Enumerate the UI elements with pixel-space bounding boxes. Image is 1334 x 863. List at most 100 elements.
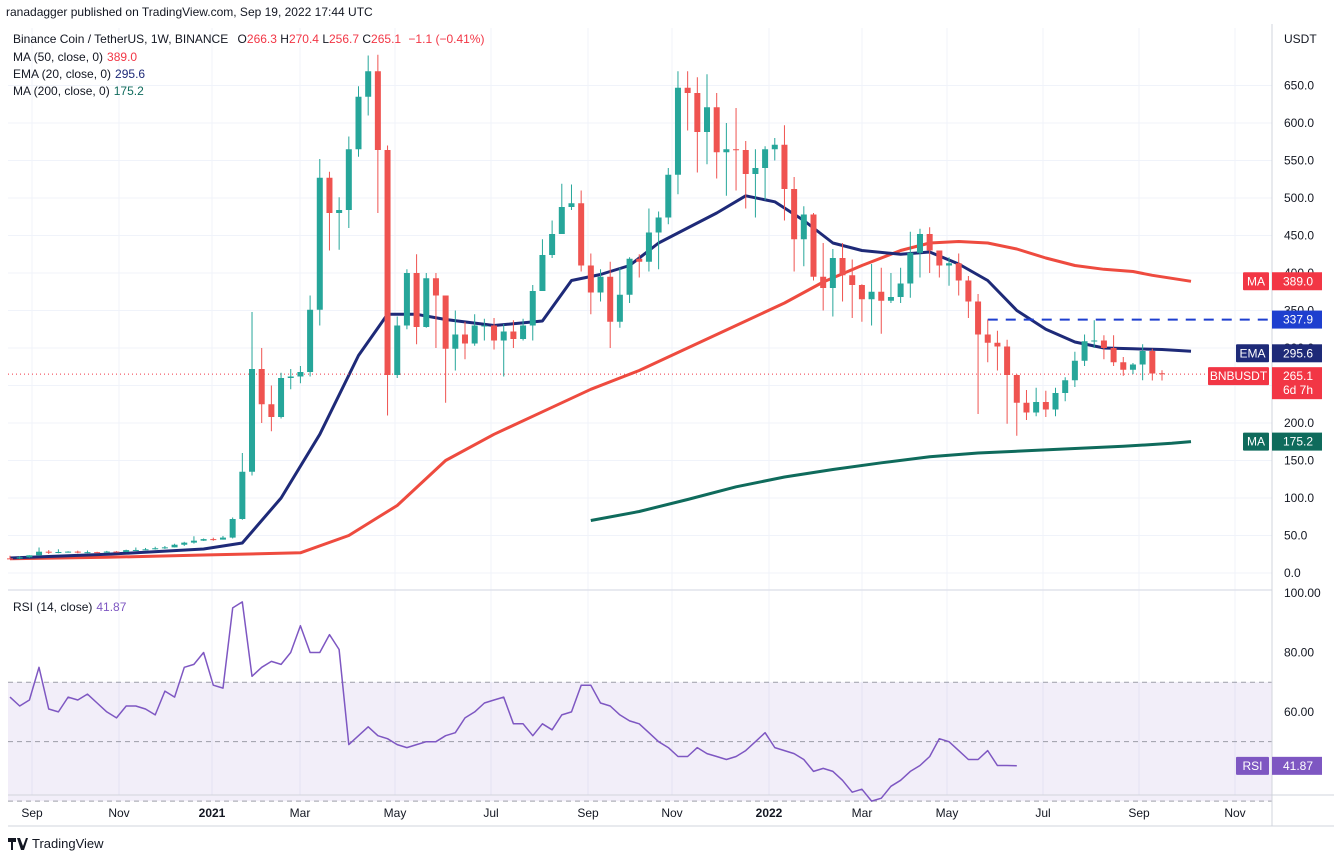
ma200-label: MA (200, close, 0) bbox=[13, 84, 110, 98]
resistance-price-tag-value-bg bbox=[1272, 310, 1322, 329]
ma200-line bbox=[590, 440, 1192, 522]
candle-body bbox=[113, 551, 120, 553]
candle-body bbox=[626, 258, 633, 295]
ma200-value: 175.2 bbox=[113, 84, 144, 98]
candle-body bbox=[6, 558, 14, 560]
price-tick-label: 0.0 bbox=[1284, 566, 1301, 580]
candle-body bbox=[481, 325, 488, 327]
candle-body bbox=[723, 149, 730, 153]
candle-body bbox=[45, 551, 52, 553]
candle-body bbox=[858, 285, 865, 300]
candle-body bbox=[1129, 364, 1136, 370]
rsi-value: 41.87 bbox=[96, 600, 127, 614]
ma200-price-tag: MA 175.2 bbox=[1243, 432, 1322, 451]
ema20-price-tag-value: 295.6 bbox=[1283, 346, 1313, 360]
ma50-price-tag-tag-bg bbox=[1243, 272, 1269, 291]
rsi-tick-label: 60.00 bbox=[1284, 705, 1314, 719]
candle-body bbox=[849, 275, 856, 285]
time-tick-label: Nov bbox=[1224, 806, 1245, 820]
candle-body bbox=[1042, 402, 1049, 410]
last-price-tag-tag-label: BNBUSDT bbox=[1210, 369, 1268, 383]
time-tick-label: 2021 bbox=[199, 806, 226, 820]
high-label: H bbox=[280, 32, 289, 46]
candle-body bbox=[645, 232, 652, 262]
candle-body bbox=[665, 174, 672, 218]
candle-body bbox=[278, 378, 285, 417]
time-tick-label: Jul bbox=[1035, 806, 1050, 820]
candle-body bbox=[365, 71, 372, 97]
rsi-price-tag-tag-label: RSI bbox=[1242, 759, 1262, 773]
time-tick-label: Mar bbox=[290, 806, 311, 820]
low-value: 256.7 bbox=[329, 32, 360, 46]
candle-body bbox=[771, 144, 778, 150]
candle-body bbox=[432, 278, 439, 296]
candle-body bbox=[161, 547, 168, 549]
ma50-label: MA (50, close, 0) bbox=[13, 50, 104, 64]
candle-body bbox=[781, 144, 788, 189]
candle-body bbox=[791, 189, 798, 240]
last-price-tag-value: 265.1 bbox=[1283, 369, 1313, 383]
candle-body bbox=[1052, 393, 1059, 410]
ma50-price-tag-tag-label: MA bbox=[1247, 274, 1265, 288]
candle-body bbox=[1139, 351, 1146, 365]
candle-body bbox=[249, 369, 256, 472]
price-tick-label: 150.0 bbox=[1284, 454, 1314, 468]
time-tick-label: Jul bbox=[483, 806, 498, 820]
rsi-tick-label: 100.00 bbox=[1284, 586, 1321, 600]
time-tick-label: Nov bbox=[108, 806, 129, 820]
candle-body bbox=[181, 542, 188, 545]
candle-body bbox=[607, 276, 614, 322]
ma200-price-tag-value: 175.2 bbox=[1283, 435, 1313, 449]
candle-body bbox=[578, 203, 585, 266]
candle-body bbox=[442, 295, 449, 349]
price-tick-label: 550.0 bbox=[1284, 154, 1314, 168]
candle-body bbox=[916, 234, 923, 253]
ema20-price-tag: EMA 295.6 bbox=[1236, 344, 1322, 363]
candle-body bbox=[520, 325, 527, 339]
candle-body bbox=[132, 549, 139, 551]
candle-body bbox=[142, 549, 149, 551]
symbol-legend: Binance Coin / TetherUS, 1W, BINANCE O26… bbox=[13, 32, 484, 46]
candle-body bbox=[946, 263, 953, 266]
candle-body bbox=[1110, 348, 1117, 363]
candle-body bbox=[568, 203, 575, 207]
price-tick-label: 500.0 bbox=[1284, 191, 1314, 205]
candle-body bbox=[268, 404, 275, 417]
rsi-tick-label: 80.00 bbox=[1284, 645, 1314, 659]
candle-body bbox=[36, 551, 43, 556]
time-tick-label: Sep bbox=[1128, 806, 1150, 820]
close-label: C bbox=[362, 32, 372, 46]
candle-body bbox=[1033, 402, 1040, 413]
ma200-price-tag-tag-label: MA bbox=[1247, 435, 1265, 449]
rsi-legend: RSI (14, close) 41.87 bbox=[13, 600, 126, 614]
candle-body bbox=[1149, 351, 1156, 374]
candle-body bbox=[229, 519, 236, 538]
last-price-tag-countdown: 6d 7h bbox=[1283, 383, 1313, 397]
candle-body bbox=[123, 550, 130, 552]
ma200-legend: MA (200, close, 0) 175.2 bbox=[13, 84, 144, 98]
ma200-price-tag-value-bg bbox=[1272, 432, 1322, 451]
candle-body bbox=[926, 234, 933, 251]
candle-body bbox=[316, 177, 323, 310]
candle-body bbox=[326, 177, 333, 213]
rsi-price-tag-value: 41.87 bbox=[1283, 759, 1313, 773]
low-label: L bbox=[322, 32, 329, 46]
candle-body bbox=[1023, 402, 1030, 413]
candle-body bbox=[762, 149, 769, 168]
high-value: 270.4 bbox=[288, 32, 319, 46]
rsi-line bbox=[9, 601, 1017, 802]
rsi-label: RSI (14, close) bbox=[13, 600, 93, 614]
publisher-line: ranadagger published on TradingView.com,… bbox=[6, 5, 373, 19]
candle-body bbox=[500, 331, 507, 341]
candle-body bbox=[616, 294, 623, 322]
candle-body bbox=[491, 325, 498, 341]
candle-body bbox=[239, 471, 246, 519]
price-tick-label: 450.0 bbox=[1284, 229, 1314, 243]
candle-body bbox=[336, 210, 343, 213]
ema20-value: 295.6 bbox=[115, 67, 146, 81]
time-tick-label: Sep bbox=[577, 806, 599, 820]
candle-body bbox=[713, 107, 720, 153]
